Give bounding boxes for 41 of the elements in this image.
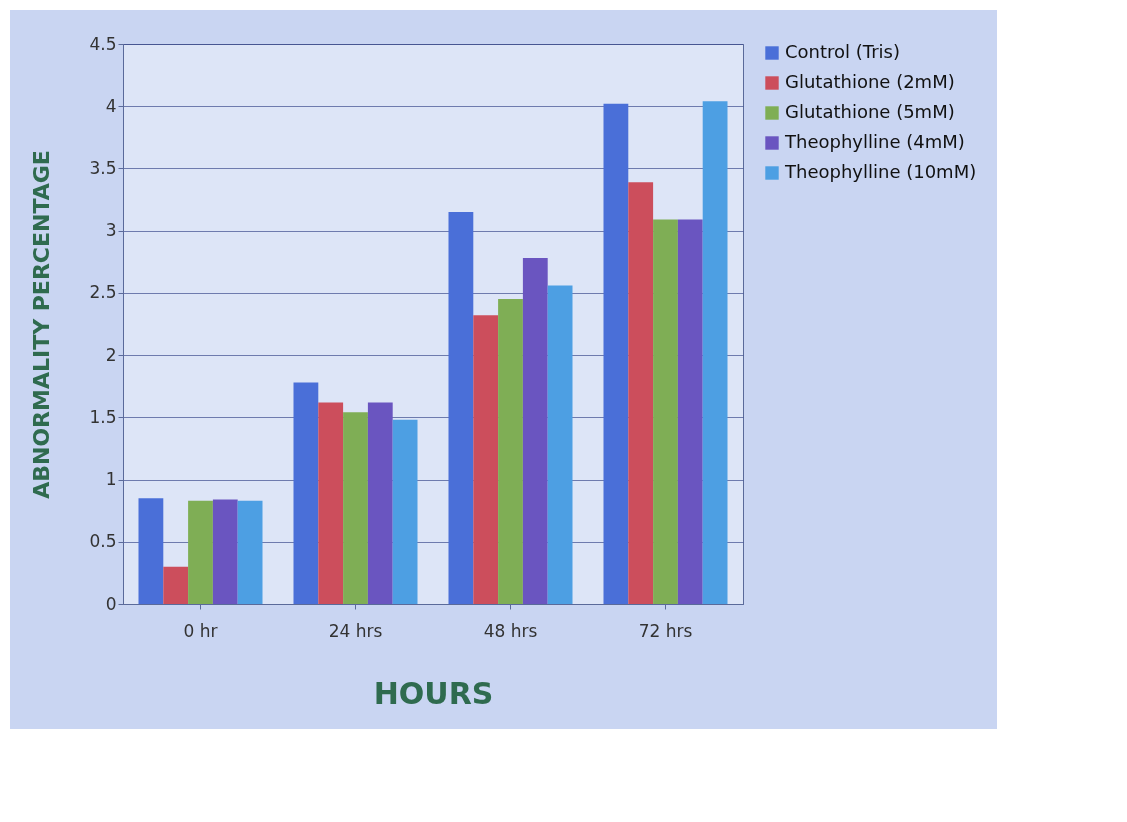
bar [293,382,319,604]
bar [367,402,393,604]
y-tick-label: 1 [105,469,117,490]
bar [702,101,728,604]
x-tick-label: 72 hrs [638,620,693,641]
y-tick-label: 4 [105,95,117,116]
bar [628,182,654,604]
x-tick-label: 0 hr [183,620,218,641]
y-tick-label: 1.5 [89,406,117,427]
y-tick-label: 2.5 [89,282,117,303]
bar [212,499,238,604]
bar [677,219,703,604]
y-tick-label: 3 [105,220,117,241]
legend-label: Glutathione (2mM) [785,71,955,92]
x-tick-label: 24 hrs [328,620,383,641]
y-tick-label: 2 [105,344,117,365]
legend-label: Control (Tris) [785,41,900,62]
legend-label: Theophylline (4mM) [784,131,965,152]
bar [448,212,474,604]
y-tick-label: 4.5 [89,33,117,54]
x-axis-title: HOURS [373,675,494,711]
bar [343,412,368,604]
x-tick-label: 48 hrs [483,620,538,641]
bar [603,103,629,604]
y-axis-title: ABNORMALITY PERCENTAGE [29,150,55,499]
y-tick-label: 0.5 [89,531,117,552]
bar [522,258,548,604]
bar [138,498,164,604]
y-tick-label: 0 [105,593,117,614]
bar [318,402,344,604]
legend-label: Theophylline (10mM) [784,161,977,182]
bar [163,566,189,604]
bar [653,219,678,604]
bar [188,500,213,604]
bar [392,419,418,604]
bar [237,500,263,604]
y-tick-label: 3.5 [89,157,117,178]
bar [547,285,573,604]
bar [498,299,523,604]
bar [473,315,499,604]
legend-label: Glutathione (5mM) [785,101,955,122]
